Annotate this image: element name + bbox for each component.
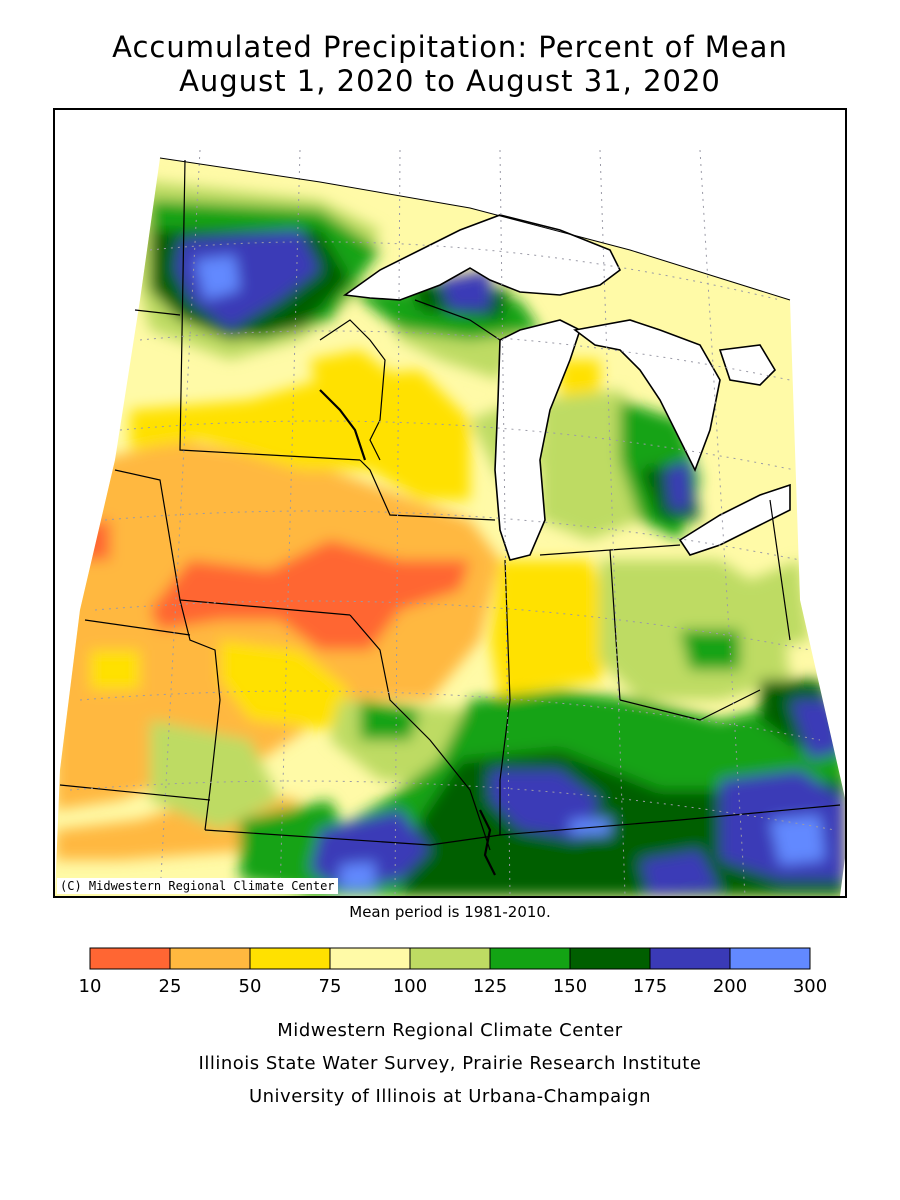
credit-line-2: Illinois State Water Survey, Prairie Res… xyxy=(198,1053,702,1074)
legend-tick-label: 150 xyxy=(553,976,587,997)
map-title: Accumulated Precipitation: Percent of Me… xyxy=(112,30,788,64)
legend-swatch-75-100 xyxy=(329,947,411,970)
rivers xyxy=(319,389,496,876)
color-legend: 10 25 50 75 100 125 150 175 200 300 xyxy=(79,947,827,997)
legend-swatch-175-200 xyxy=(649,947,731,970)
map-frame[interactable]: (C) Midwestern Regional Climate Center xyxy=(53,108,847,898)
state-boundaries xyxy=(59,159,841,851)
lake-michigan xyxy=(494,319,581,561)
legend-tick-label: 175 xyxy=(633,976,667,997)
domain-outline xyxy=(159,157,791,301)
legend-tick-label: 125 xyxy=(473,976,507,997)
lake-superior xyxy=(342,214,622,301)
legend-tick-label: 75 xyxy=(319,976,342,997)
legend-tick-label: 300 xyxy=(793,976,827,997)
credit-line-3: University of Illinois at Urbana-Champai… xyxy=(248,1086,652,1107)
legend-tick-label: 50 xyxy=(239,976,262,997)
legend-tick-label: 100 xyxy=(393,976,427,997)
graticule xyxy=(69,149,836,896)
legend-tick-label: 10 xyxy=(79,976,102,997)
legend-swatch-100-125 xyxy=(409,947,491,970)
map-copyright: (C) Midwestern Regional Climate Center xyxy=(57,878,338,894)
great-lakes xyxy=(342,214,791,561)
legend-swatch-10-25 xyxy=(89,947,171,970)
legend-swatch-200-300 xyxy=(729,947,811,970)
mean-period-note: Mean period is 1981-2010. xyxy=(349,903,551,921)
precipitation-map xyxy=(55,149,845,896)
map-date-range: August 1, 2020 to August 31, 2020 xyxy=(179,64,721,98)
lake-huron-north xyxy=(718,344,777,386)
credit-line-1: Midwestern Regional Climate Center xyxy=(277,1020,623,1041)
legend-tick-label: 25 xyxy=(159,976,182,997)
lake-huron xyxy=(573,319,721,472)
lake-erie xyxy=(678,483,791,556)
legend-swatch-125-150 xyxy=(489,947,571,970)
legend-swatch-50-75 xyxy=(249,947,331,970)
legend-swatch-25-50 xyxy=(169,947,251,970)
legend-tick-label: 200 xyxy=(713,976,747,997)
legend-swatch-150-175 xyxy=(569,947,651,970)
precipitation-field xyxy=(55,158,845,896)
